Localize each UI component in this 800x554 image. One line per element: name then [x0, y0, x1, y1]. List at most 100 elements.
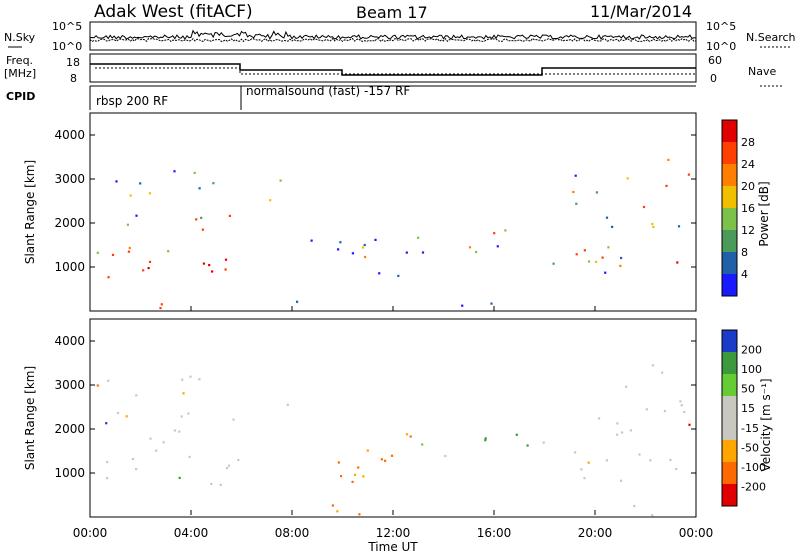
y-tick-label: 1000	[54, 466, 85, 480]
colorbar-tick-label: 100	[741, 363, 762, 376]
echo-cell	[669, 458, 672, 461]
echo-cell	[189, 375, 192, 378]
echo-cell	[337, 248, 340, 251]
echo-cell	[667, 158, 670, 161]
echo-cell	[210, 482, 213, 485]
echo-cell	[484, 439, 487, 442]
echo-cell	[188, 455, 191, 458]
echo-cell	[683, 410, 686, 414]
noise-search-trace	[89, 37, 697, 43]
echo-cell	[180, 415, 183, 418]
velocity-colorbar: 200 100 50 15 -15 -50 -100 -200	[721, 329, 766, 507]
echo-cell	[687, 173, 690, 176]
echo-cell	[106, 460, 109, 464]
noise-sky-trace	[89, 29, 697, 40]
echo-cell	[663, 410, 666, 413]
echo-cell	[574, 174, 577, 177]
echo-cell	[211, 270, 214, 273]
nave-tick-top: 60	[708, 54, 722, 67]
echo-cell	[417, 236, 420, 239]
colorbar-segment	[722, 208, 737, 230]
echo-cell	[616, 422, 619, 425]
echo-cell	[580, 468, 583, 471]
echo-cell	[219, 483, 222, 486]
colorbar-segment	[722, 440, 737, 462]
echo-cell	[96, 251, 99, 254]
echo-cell	[181, 378, 184, 381]
nave-label: Nave	[748, 65, 776, 78]
echo-cell	[633, 504, 636, 508]
echo-cell	[380, 458, 383, 461]
echo-cell	[125, 415, 128, 418]
echo-cell	[135, 394, 138, 397]
echo-cell	[651, 364, 654, 367]
echo-cell	[366, 449, 369, 452]
cpid-label: CPID	[6, 90, 35, 103]
echo-cell	[286, 403, 289, 406]
echo-cell	[148, 260, 152, 263]
echo-cell	[574, 451, 577, 454]
x-tick-label: 12:00	[376, 526, 411, 540]
echo-cell	[331, 504, 334, 507]
echo-cell	[129, 194, 132, 197]
echo-cell	[279, 179, 282, 182]
colorbar-segment	[722, 484, 737, 506]
echo-cell	[605, 459, 608, 462]
echo-cell	[339, 241, 342, 244]
colorbar-segment	[722, 352, 737, 374]
echo-cell	[187, 412, 190, 415]
beam-label: Beam 17	[356, 3, 428, 22]
colorbar-frame	[721, 119, 738, 297]
x-tick-label: 04:00	[174, 526, 209, 540]
echo-cell	[358, 513, 361, 516]
x-tick-label: 20:00	[578, 526, 613, 540]
echo-cell	[484, 437, 487, 440]
power-colorbar-label: Power [dB]	[757, 181, 771, 246]
echo-cell	[583, 249, 586, 252]
colorbar-segment	[722, 418, 737, 440]
echo-cell	[107, 379, 110, 382]
echo-cell	[105, 422, 108, 425]
echo-cell	[182, 392, 185, 395]
noise-left-tick-bottom: 10^0	[52, 40, 82, 53]
echo-cell	[142, 269, 145, 272]
echo-cell	[526, 444, 529, 447]
echo-cell	[649, 459, 652, 462]
echo-cell	[661, 371, 664, 374]
freq-trace	[90, 63, 696, 76]
echo-cell	[645, 408, 648, 411]
echo-cell	[604, 271, 607, 274]
echo-cell	[552, 262, 555, 265]
echo-cell	[611, 225, 614, 228]
echo-cell	[160, 303, 163, 306]
noise-sky-label: N.Sky	[4, 31, 36, 44]
echo-cell	[135, 214, 138, 217]
echo-cell	[378, 272, 381, 275]
echo-cell	[178, 430, 181, 433]
noise-left-tick-top: 10^5	[52, 20, 82, 33]
echo-cell	[601, 256, 604, 259]
colorbar-segment	[722, 330, 737, 352]
echo-cell	[354, 473, 357, 476]
freq-unit-label: [MHz]	[4, 67, 36, 80]
echo-cell	[340, 475, 343, 478]
echo-cell	[173, 429, 177, 432]
power-panel-frame	[89, 112, 697, 312]
echo-cell	[162, 441, 165, 444]
velocity-panel-frame	[89, 318, 697, 518]
velocity-ylabel: Slant Range [km]	[23, 366, 37, 470]
colorbar-segment	[722, 374, 737, 396]
echo-cell	[607, 246, 610, 249]
colorbar-tick-label: 15	[741, 402, 755, 415]
noise-right-tick-top: 10^5	[706, 20, 736, 33]
colorbar-segment	[722, 252, 737, 274]
echo-cell	[676, 261, 679, 264]
colorbar-tick-label: 28	[741, 136, 755, 149]
echo-cell	[159, 307, 162, 310]
colorbar-segment	[722, 462, 737, 484]
colorbar-tick-label: 24	[741, 158, 755, 171]
x-tick-label: 00:00	[73, 526, 108, 540]
echo-cell	[475, 250, 478, 254]
echo-cell	[575, 253, 578, 256]
colorbar-tick-label: 12	[741, 224, 755, 237]
